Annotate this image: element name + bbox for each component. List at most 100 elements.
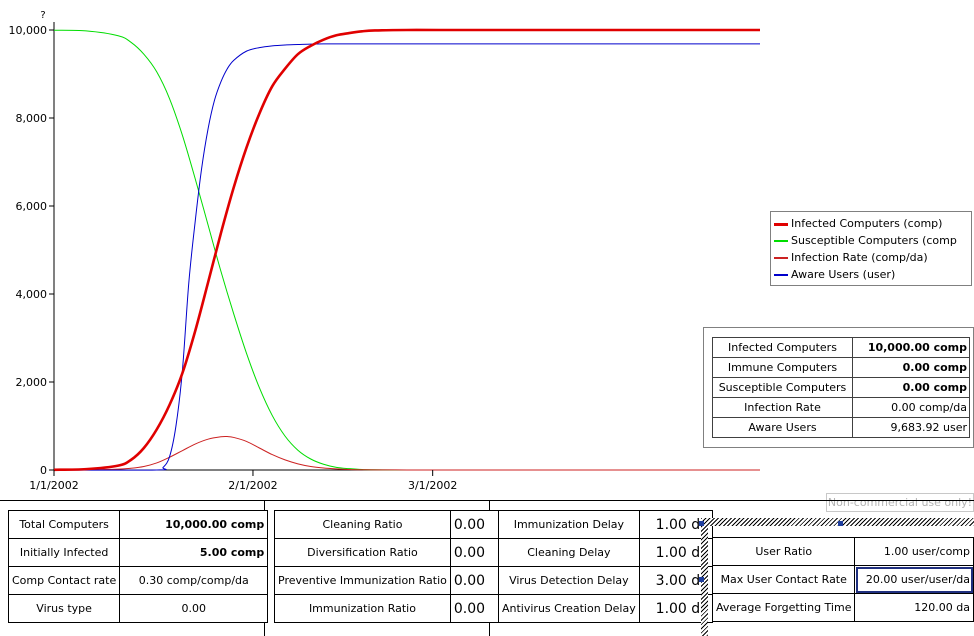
series-line-2 xyxy=(53,435,760,471)
legend-label: Infected Computers (comp) xyxy=(791,217,943,230)
legend-swatch xyxy=(774,240,788,242)
y-tick-label: 10,000 xyxy=(9,24,48,37)
cleaning-delay-input[interactable]: 1.00 da xyxy=(638,538,713,567)
table-row: Initially Infected 5.00 comp xyxy=(7,538,269,567)
max-user-contact-rate-input[interactable]: 20.00 user/user/da xyxy=(854,565,974,594)
table-row: Comp Contact rate 0.30 comp/comp/da xyxy=(7,566,269,595)
legend-label: Susceptible Computers (comp xyxy=(791,234,957,247)
param-label: Antivirus Creation Delay xyxy=(498,594,640,623)
x-tick-label: 2/1/2002 xyxy=(228,479,277,492)
param-label: Immunization Ratio xyxy=(274,594,451,623)
watermark-label: Non-commercial use only! xyxy=(826,493,974,512)
panel-hatch-top xyxy=(701,518,974,526)
y-tick-label: 6,000 xyxy=(16,200,48,213)
chart-axes: ? xyxy=(40,10,760,471)
y-axis-label: ? xyxy=(40,10,45,21)
param-label: Average Forgetting Time xyxy=(711,593,856,622)
table-row: Infection Rate 0.00 comp/da xyxy=(712,397,970,418)
param-label: Virus Detection Delay xyxy=(498,566,640,595)
param-label: Max User Contact Rate xyxy=(711,565,856,594)
value-label: Infection Rate xyxy=(712,397,853,418)
virus-type-input[interactable]: 0.00 xyxy=(119,594,269,623)
param-label: Cleaning Ratio xyxy=(274,510,451,539)
y-tick-label: 4,000 xyxy=(16,288,48,301)
current-values-table: Infected Computers 10,000.00 comp Immune … xyxy=(712,337,970,438)
time-series-chart: ? 0 2,000 4,000 6,000 8,000 10,000 1/1/2002 2/1… xyxy=(9,10,760,492)
resize-handle[interactable] xyxy=(838,521,843,526)
value-cell: 0.00 comp xyxy=(852,357,970,378)
param-label: Preventive Immunization Ratio xyxy=(274,566,451,595)
cleaning-ratio-input[interactable]: 0.00 xyxy=(449,510,503,539)
param-label: Cleaning Delay xyxy=(498,538,640,567)
y-tick-label: 0 xyxy=(40,464,47,477)
series-line-1 xyxy=(53,29,760,471)
legend-label: Infection Rate (comp/da) xyxy=(791,251,928,264)
antivirus-creation-delay-input[interactable]: 1.00 da xyxy=(638,594,713,623)
y-tick-label: 8,000 xyxy=(16,112,48,125)
param-label: Immunization Delay xyxy=(498,510,640,539)
x-tick-label: 1/1/2002 xyxy=(29,479,78,492)
table-row: Total Computers 10,000.00 comp xyxy=(7,510,269,539)
table-row: Max User Contact Rate 20.00 user/user/da xyxy=(711,565,974,594)
table-row: Immune Computers 0.00 comp xyxy=(712,357,970,378)
param-label: Comp Contact rate xyxy=(7,566,121,595)
legend-label: Aware Users (user) xyxy=(791,268,896,281)
value-cell: 0.00 comp xyxy=(852,377,970,398)
legend-item: Infected Computers (comp) xyxy=(771,215,971,232)
table-row: Aware Users 9,683.92 user xyxy=(712,417,970,438)
table-row: Diversification Ratio 0.00 xyxy=(274,538,503,567)
panel-divider xyxy=(0,500,974,501)
chart-series xyxy=(53,28,760,472)
diversification-ratio-input[interactable]: 0.00 xyxy=(449,538,503,567)
x-tick-label: 3/1/2002 xyxy=(408,479,457,492)
value-cell: 9,683.92 user xyxy=(852,417,970,438)
parameter-group-3: Immunization Delay 1.00 da Cleaning Dela… xyxy=(498,510,713,623)
table-row: Immunization Ratio 0.00 xyxy=(274,594,503,623)
parameter-group-4: User Ratio 1.00 user/comp Max User Conta… xyxy=(711,537,974,622)
series-line-3 xyxy=(53,43,760,471)
resize-handle[interactable] xyxy=(699,521,704,526)
table-row: Cleaning Ratio 0.00 xyxy=(274,510,503,539)
value-label: Immune Computers xyxy=(712,357,853,378)
table-row: Preventive Immunization Ratio 0.00 xyxy=(274,566,503,595)
parameter-group-2: Cleaning Ratio 0.00 Diversification Rati… xyxy=(274,510,503,623)
value-label: Aware Users xyxy=(712,417,853,438)
param-label: User Ratio xyxy=(711,537,856,566)
immunization-ratio-input[interactable]: 0.00 xyxy=(449,594,503,623)
initially-infected-input[interactable]: 5.00 comp xyxy=(119,538,269,567)
table-row: Antivirus Creation Delay 1.00 da xyxy=(498,594,713,623)
y-tick-label: 2,000 xyxy=(16,376,48,389)
value-cell: 0.00 comp/da xyxy=(852,397,970,418)
value-label: Susceptible Computers xyxy=(712,377,853,398)
table-row: Virus type 0.00 xyxy=(7,594,269,623)
legend-swatch xyxy=(774,274,788,276)
param-label: Total Computers xyxy=(7,510,121,539)
total-computers-input[interactable]: 10,000.00 comp xyxy=(119,510,269,539)
table-row: Immunization Delay 1.00 da xyxy=(498,510,713,539)
chart-legend: Infected Computers (comp) Susceptible Co… xyxy=(770,211,972,286)
table-row: User Ratio 1.00 user/comp xyxy=(711,537,974,566)
table-row: Cleaning Delay 1.00 da xyxy=(498,538,713,567)
param-label: Diversification Ratio xyxy=(274,538,451,567)
table-row: Infected Computers 10,000.00 comp xyxy=(712,337,970,358)
table-row: Virus Detection Delay 3.00 da xyxy=(498,566,713,595)
param-label: Virus type xyxy=(7,594,121,623)
current-values-panel: Infected Computers 10,000.00 comp Immune … xyxy=(703,327,974,448)
parameter-group-1: Total Computers 10,000.00 comp Initially… xyxy=(7,510,269,623)
preventive-immunization-ratio-input[interactable]: 0.00 xyxy=(449,566,503,595)
legend-item: Infection Rate (comp/da) xyxy=(771,249,971,266)
user-ratio-input[interactable]: 1.00 user/comp xyxy=(854,537,974,566)
value-cell: 10,000.00 comp xyxy=(852,337,970,358)
series-line-0 xyxy=(53,28,760,472)
resize-handle[interactable] xyxy=(699,577,704,582)
comp-contact-rate-input[interactable]: 0.30 comp/comp/da xyxy=(119,566,269,595)
value-label: Infected Computers xyxy=(712,337,853,358)
legend-item: Aware Users (user) xyxy=(771,266,971,283)
table-row: Susceptible Computers 0.00 comp xyxy=(712,377,970,398)
table-row: Average Forgetting Time 120.00 da xyxy=(711,593,974,622)
param-label: Initially Infected xyxy=(7,538,121,567)
average-forgetting-time-input[interactable]: 120.00 da xyxy=(854,593,974,622)
chart-ticks: 0 2,000 4,000 6,000 8,000 10,000 1/1/2002 2/1/2… xyxy=(9,24,458,492)
legend-item: Susceptible Computers (comp xyxy=(771,232,971,249)
legend-swatch xyxy=(774,223,788,226)
